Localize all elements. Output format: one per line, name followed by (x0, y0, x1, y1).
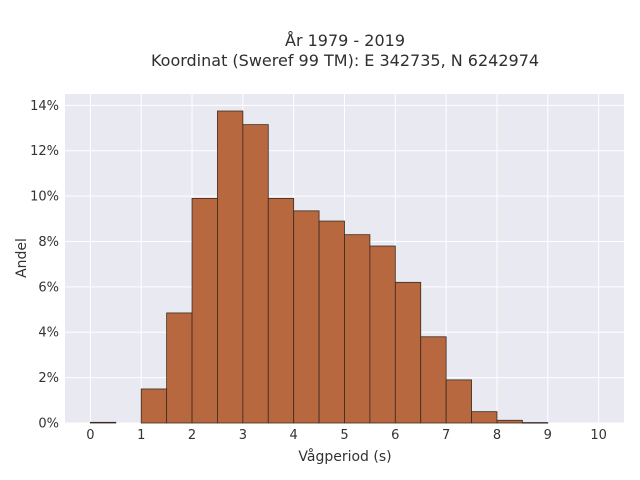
histogram-bar-4 (191, 197, 218, 424)
histogram-bar-2 (140, 388, 168, 424)
chart-title-line-2: Koordinat (Sweref 99 TM): E 342735, N 62… (151, 51, 539, 70)
y-axis-label: Andel (14, 238, 30, 278)
histogram-bar-7 (267, 197, 295, 424)
histogram-bar-12 (394, 281, 422, 424)
histogram-bar-8 (293, 210, 320, 424)
x-tick-label-6: 6 (391, 428, 399, 443)
x-tick-label-1: 1 (137, 428, 145, 443)
y-tick-label-7: 14% (30, 99, 59, 114)
x-tick-label-8: 8 (493, 428, 501, 443)
y-tick-label-0: 0% (38, 417, 59, 432)
y-tick-label-1: 2% (38, 371, 59, 386)
histogram-bar-13 (420, 336, 447, 424)
histogram-bar-17 (521, 422, 549, 424)
histogram-bar-5 (217, 110, 244, 424)
chart-title-line-1: År 1979 - 2019 (285, 31, 405, 50)
x-axis-label: Vågperiod (s) (298, 448, 391, 465)
x-tick-label-9: 9 (544, 428, 552, 443)
y-tick-label-6: 12% (30, 144, 59, 159)
x-tick-label-0: 0 (86, 428, 94, 443)
histogram-bar-3 (166, 312, 193, 424)
x-tick-label-2: 2 (188, 428, 196, 443)
histogram-bar-11 (369, 245, 396, 424)
y-tick-label-4: 8% (38, 235, 59, 250)
histogram-bar-10 (344, 234, 371, 424)
y-tick-label-3: 6% (38, 280, 59, 295)
histogram-bars (90, 110, 549, 424)
y-tick-label-2: 4% (38, 326, 59, 341)
histogram-bar-15 (471, 411, 498, 424)
histogram-bar-9 (318, 220, 345, 424)
x-tick-label-5: 5 (340, 428, 348, 443)
axis-ticks: 0 1 2 3 4 5 6 7 8 9 10 0% 2% 4% 6% 8% 10% 12% 14% (30, 99, 607, 443)
x-tick-label-10: 10 (590, 428, 607, 443)
histogram-bar-6 (242, 124, 269, 424)
x-tick-label-3: 3 (239, 428, 247, 443)
x-tick-label-4: 4 (290, 428, 298, 443)
histogram-bar-16 (496, 419, 523, 424)
histogram-bar-14 (445, 379, 472, 424)
histogram-bar-0 (90, 421, 117, 424)
x-tick-label-7: 7 (442, 428, 450, 443)
y-tick-label-5: 10% (30, 190, 59, 205)
